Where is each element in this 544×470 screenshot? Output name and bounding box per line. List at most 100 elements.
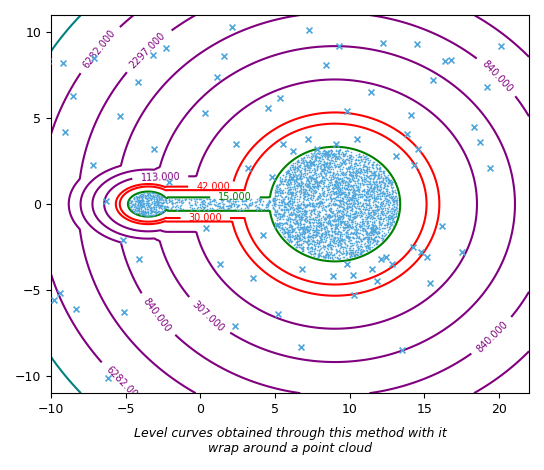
Point bbox=[319, 156, 327, 163]
Point bbox=[310, 202, 319, 210]
Point bbox=[326, 235, 335, 243]
Point bbox=[362, 229, 371, 237]
Point bbox=[292, 219, 300, 227]
Point bbox=[336, 155, 345, 162]
Point bbox=[310, 169, 319, 176]
Point bbox=[364, 193, 373, 201]
Point bbox=[314, 249, 323, 256]
Point bbox=[336, 185, 345, 193]
Point bbox=[299, 189, 308, 197]
Point bbox=[367, 229, 376, 237]
Point bbox=[297, 199, 306, 207]
Point bbox=[339, 204, 348, 212]
Point bbox=[318, 248, 327, 256]
Point bbox=[293, 202, 301, 209]
Point bbox=[364, 234, 373, 242]
Point bbox=[277, 197, 286, 205]
Point bbox=[329, 228, 338, 235]
Point bbox=[291, 173, 300, 180]
Point bbox=[301, 237, 310, 244]
Point bbox=[137, 193, 145, 200]
Point bbox=[347, 250, 355, 257]
Point bbox=[304, 227, 313, 235]
Point bbox=[319, 253, 327, 261]
Point bbox=[363, 189, 372, 197]
Point bbox=[294, 220, 302, 227]
Point bbox=[135, 201, 144, 209]
Point bbox=[201, 201, 209, 208]
Point bbox=[380, 203, 388, 210]
Point bbox=[138, 199, 147, 207]
Point bbox=[338, 175, 347, 182]
Point bbox=[322, 159, 330, 167]
Point bbox=[209, 206, 218, 213]
Point bbox=[349, 162, 358, 169]
Point bbox=[322, 226, 331, 234]
Point bbox=[393, 200, 401, 207]
Point bbox=[304, 234, 312, 241]
Point bbox=[159, 198, 168, 206]
Point bbox=[360, 196, 368, 203]
Point bbox=[398, 346, 406, 354]
Point bbox=[139, 199, 148, 206]
Point bbox=[378, 201, 387, 208]
Point bbox=[319, 238, 327, 246]
Point bbox=[153, 195, 162, 202]
Point bbox=[332, 153, 341, 161]
Point bbox=[387, 219, 395, 227]
Point bbox=[354, 234, 362, 242]
Point bbox=[341, 188, 349, 196]
Point bbox=[330, 149, 339, 157]
Point bbox=[326, 195, 335, 203]
Point bbox=[292, 204, 300, 212]
Point bbox=[304, 245, 312, 253]
Point bbox=[271, 188, 280, 196]
Point bbox=[368, 188, 377, 196]
Point bbox=[359, 217, 368, 224]
Point bbox=[252, 196, 261, 203]
Point bbox=[176, 198, 185, 205]
Point bbox=[365, 243, 374, 251]
Point bbox=[325, 199, 334, 207]
Point bbox=[276, 214, 285, 222]
Point bbox=[331, 152, 340, 159]
Point bbox=[284, 174, 293, 181]
Point bbox=[271, 198, 280, 205]
Point bbox=[331, 188, 339, 196]
Point bbox=[356, 192, 364, 199]
Point bbox=[349, 248, 358, 255]
Point bbox=[327, 209, 336, 217]
Point bbox=[191, 195, 200, 203]
Point bbox=[334, 174, 343, 181]
Point bbox=[367, 213, 375, 221]
Point bbox=[271, 212, 280, 219]
Point bbox=[280, 178, 289, 185]
Point bbox=[300, 180, 309, 188]
Point bbox=[319, 215, 328, 222]
Point bbox=[294, 158, 302, 166]
Point bbox=[281, 175, 289, 183]
Point bbox=[380, 196, 388, 204]
Point bbox=[385, 225, 394, 232]
Point bbox=[358, 246, 367, 254]
Point bbox=[331, 218, 340, 225]
Point bbox=[303, 175, 312, 183]
Point bbox=[373, 224, 382, 231]
Point bbox=[146, 202, 154, 209]
Point bbox=[291, 235, 300, 242]
Point bbox=[344, 180, 353, 188]
Point bbox=[367, 187, 375, 195]
Point bbox=[349, 199, 358, 206]
Point bbox=[368, 235, 377, 243]
Point bbox=[297, 242, 306, 249]
Point bbox=[332, 220, 341, 228]
Point bbox=[370, 168, 379, 176]
Point bbox=[328, 236, 337, 243]
Point bbox=[356, 193, 364, 200]
Point bbox=[364, 180, 373, 188]
Point bbox=[384, 182, 392, 189]
Point bbox=[203, 205, 212, 213]
Point bbox=[275, 198, 284, 205]
Point bbox=[285, 196, 294, 204]
Point bbox=[368, 208, 377, 216]
